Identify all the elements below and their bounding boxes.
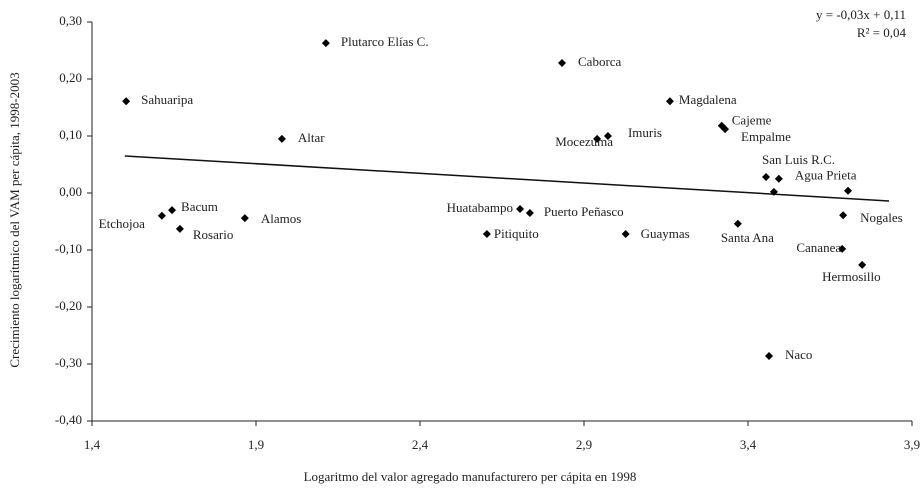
point xyxy=(769,187,778,196)
point xyxy=(593,134,602,143)
r-squared: R² = 0,04 xyxy=(857,25,907,40)
point-label: Cajeme xyxy=(732,113,772,128)
point-label: Huatabampo xyxy=(447,200,513,215)
x-axis-title: Logaritmo del valor agregado manufacture… xyxy=(304,469,637,484)
point-label: Rosario xyxy=(193,227,233,242)
point xyxy=(516,204,525,213)
y-tick-label: 0,10 xyxy=(59,127,82,142)
point-label: Plutarco Elías C. xyxy=(341,34,429,49)
point xyxy=(321,39,330,48)
point xyxy=(858,260,867,269)
y-tick-label: -0,40 xyxy=(55,412,82,427)
point xyxy=(525,208,534,217)
point xyxy=(844,186,853,195)
point-label: Imuris xyxy=(628,125,662,140)
point-label: Puerto Peñasco xyxy=(544,204,624,219)
y-tick-label: 0,30 xyxy=(59,13,82,28)
point xyxy=(122,97,131,106)
x-tick-label: 3,9 xyxy=(904,437,920,452)
y-axis-title: Crecimiento logarítmico del VAM per cápi… xyxy=(7,72,22,367)
point xyxy=(621,230,630,239)
point xyxy=(558,59,567,68)
point xyxy=(168,206,177,215)
trendline xyxy=(124,155,890,202)
point xyxy=(717,121,726,130)
point xyxy=(157,211,166,220)
x-tick-label: 1,4 xyxy=(84,437,101,452)
y-tick-label: -0,20 xyxy=(55,298,82,313)
point-label: Empalme xyxy=(741,129,791,144)
point xyxy=(774,174,783,183)
y-tick-label: -0,30 xyxy=(55,355,82,370)
point-label: Magdalena xyxy=(679,92,737,107)
point xyxy=(733,219,742,228)
point-label: Agua Prieta xyxy=(795,168,857,183)
equation: y = -0,03x + 0,11 xyxy=(816,7,906,22)
x-tick-label: 3,4 xyxy=(740,437,757,452)
point xyxy=(482,230,491,239)
point xyxy=(762,173,771,182)
point-label: Santa Ana xyxy=(721,230,774,245)
point-label: Etchojoa xyxy=(99,216,145,231)
point xyxy=(603,132,612,140)
y-tick-label: 0,00 xyxy=(59,184,82,199)
x-tick-label: 1,9 xyxy=(248,437,264,452)
point-label: Sahuaripa xyxy=(141,92,193,107)
point xyxy=(240,214,249,223)
point xyxy=(665,97,674,106)
point-label: San Luis R.C. xyxy=(762,152,835,167)
point-label: Hermosillo xyxy=(822,269,881,284)
point-label: Guaymas xyxy=(641,226,690,241)
x-tick-label: 2,4 xyxy=(412,437,429,452)
y-tick-label: 0,20 xyxy=(59,70,82,85)
x-tick-label: 2,9 xyxy=(576,437,592,452)
point-label: Mocezuma xyxy=(555,134,613,149)
point xyxy=(839,211,848,220)
point-label: Cananea xyxy=(796,240,841,255)
point-label: Alamos xyxy=(261,211,301,226)
point xyxy=(838,244,847,253)
point-label: Naco xyxy=(785,347,812,362)
point xyxy=(721,125,730,134)
point xyxy=(175,224,184,233)
point-label: Caborca xyxy=(578,54,622,69)
point-label: Pitiquito xyxy=(494,226,539,241)
point xyxy=(764,352,773,361)
point-label: Bacum xyxy=(181,199,218,214)
point-label: Nogales xyxy=(860,210,903,225)
point-label: Altar xyxy=(298,130,325,145)
y-tick-label: -0,10 xyxy=(55,241,82,256)
point xyxy=(277,134,286,143)
